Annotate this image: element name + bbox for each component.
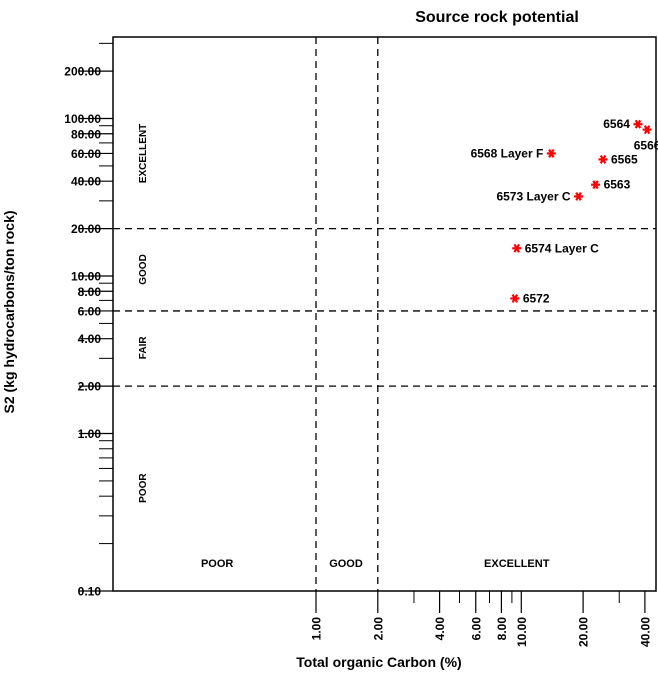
point-marker-stroke	[592, 180, 599, 190]
x-tick-label: 4.00	[433, 617, 447, 641]
plot-frame	[112, 36, 657, 592]
y-tick-label: 4.00	[78, 332, 102, 346]
point-marker-stroke	[548, 148, 555, 158]
x-tick-label: 6.00	[469, 617, 483, 641]
y-tick-label: 40.00	[71, 175, 101, 189]
y-axis-label: S2 (kg hydrocarbons/ton rock)	[1, 210, 17, 413]
data-point	[642, 125, 652, 135]
y-tick-label: 0.10	[78, 585, 102, 599]
x-tick-label: 20.00	[577, 617, 591, 647]
y-tick-label: 6.00	[78, 304, 102, 318]
x-tick-label: 10.00	[515, 617, 529, 647]
point-label: 6563	[604, 178, 631, 192]
point-label: 6568 Layer F	[471, 146, 544, 160]
y-tick-label: 1.00	[78, 427, 102, 441]
x-axis-label: Total organic Carbon (%)	[296, 654, 461, 670]
y-zone-label: GOOD	[138, 254, 149, 285]
x-tick-label: 2.00	[371, 617, 385, 641]
y-tick-label: 8.00	[78, 285, 102, 299]
point-label: 6573 Layer C	[496, 189, 570, 203]
point-marker-stroke	[634, 119, 642, 129]
y-tick-label: 200.00	[64, 65, 101, 79]
data-points: 6564 6566 6568 Layer F 6565 6563 6573 Layer C…	[471, 117, 658, 305]
point-marker-stroke	[575, 191, 582, 201]
chart-title: Source rock potential	[415, 9, 579, 26]
x-tick-label: 1.00	[310, 617, 324, 641]
y-tick-label: 20.00	[71, 222, 101, 236]
data-point	[598, 154, 608, 164]
point-label: 6564	[603, 117, 630, 131]
x-zone-label: EXCELLENT	[484, 558, 550, 570]
point-label: 6565	[611, 152, 638, 166]
point-marker-stroke	[511, 294, 519, 303]
x-zone-label: POOR	[201, 558, 233, 570]
x-tick-label: 8.00	[495, 617, 509, 641]
point-marker-stroke	[513, 243, 520, 253]
data-point	[512, 243, 522, 253]
y-tick-label: 60.00	[71, 147, 101, 161]
y-zone-label: POOR	[138, 473, 149, 503]
y-zone-label: FAIR	[138, 336, 149, 360]
data-point	[574, 191, 584, 201]
x-axis: 1.00 2.00 4.00 6.00 8.00 10.00 20.00 40.00	[310, 591, 652, 647]
point-label: 6572	[523, 291, 550, 305]
point-marker-stroke	[599, 154, 607, 164]
data-point	[591, 180, 601, 190]
x-tick-label: 40.00	[638, 617, 652, 647]
x-zone-label: GOOD	[329, 558, 363, 570]
y-tick-label: 100.00	[64, 112, 101, 126]
data-point	[546, 148, 556, 158]
y-tick-label: 80.00	[71, 127, 101, 141]
y-tick-label: 10.00	[71, 270, 101, 284]
zone-labels: POOR GOOD EXCELLENT EXCELLENT GOOD FAIR POOR	[138, 124, 550, 570]
data-point	[633, 119, 643, 129]
point-marker-stroke	[643, 125, 651, 135]
point-label: 6566	[634, 139, 658, 153]
point-label: 6574 Layer C	[525, 241, 599, 255]
data-point	[510, 294, 520, 303]
threshold-lines	[113, 37, 656, 591]
y-zone-label: EXCELLENT	[138, 124, 149, 183]
y-tick-label: 2.00	[78, 380, 102, 394]
